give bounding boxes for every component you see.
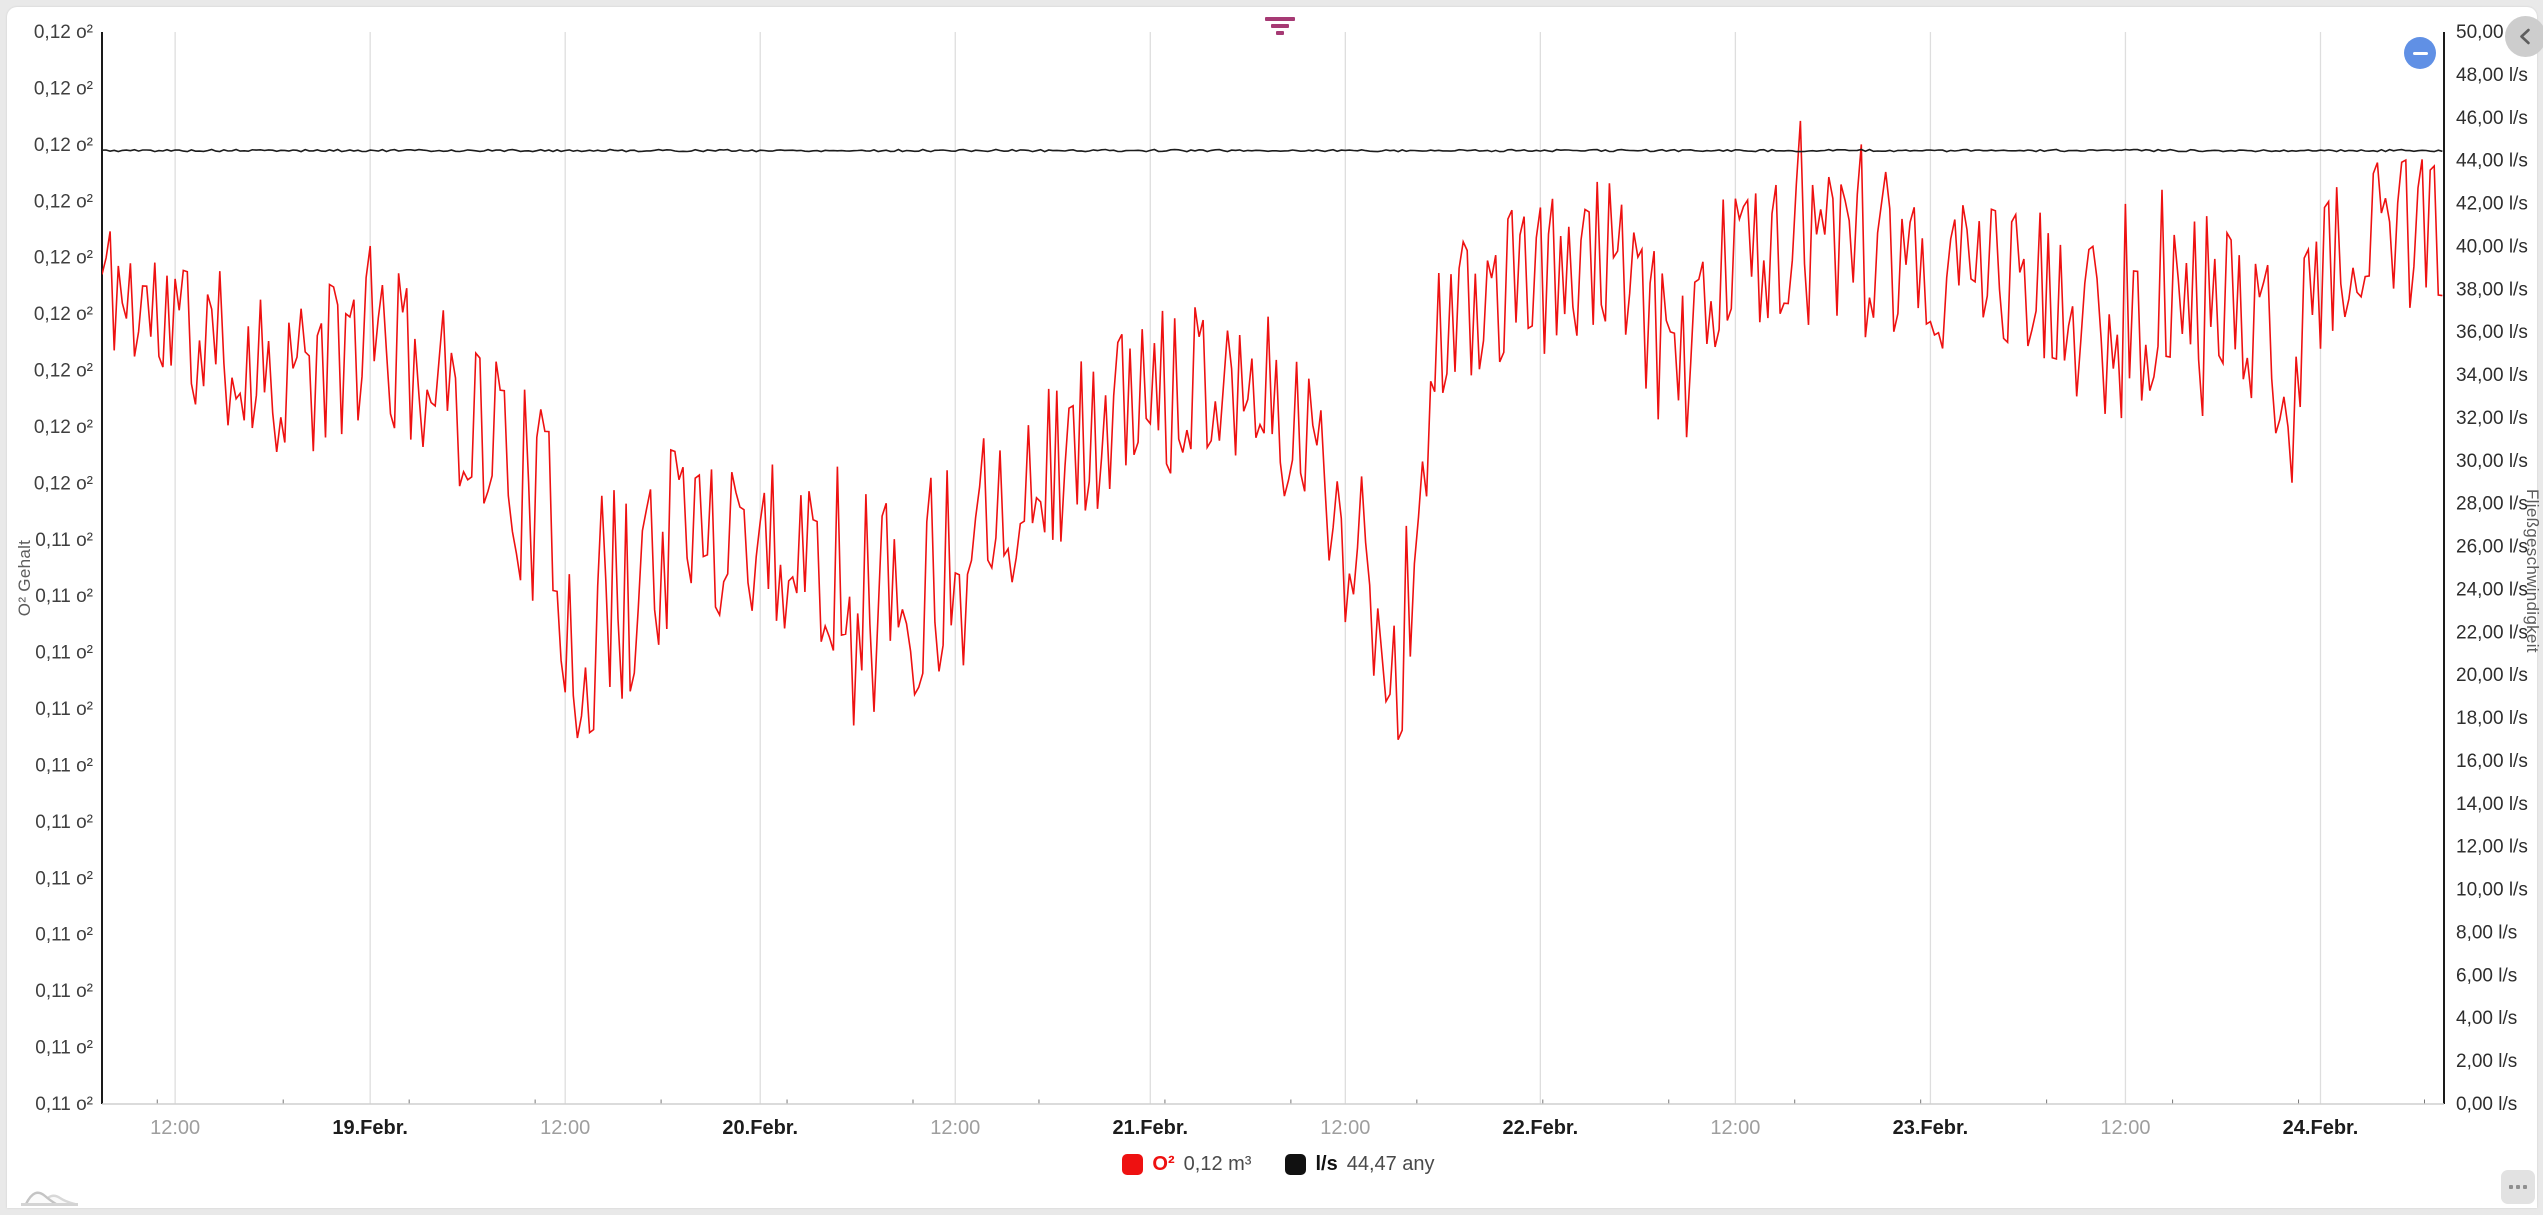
right-axis-tick-label: 4,00 l/s [2456, 1008, 2517, 1029]
left-axis-tick-label: 0,11 o² [35, 586, 93, 607]
left-axis-tick-label: 0,11 o² [35, 868, 93, 889]
x-axis-day-label: 20.Febr. [722, 1117, 798, 1139]
x-axis-day-label: 19.Febr. [332, 1117, 408, 1139]
left-axis-tick-label: 0,11 o² [35, 530, 93, 551]
right-axis-tick-label: 34,00 l/s [2456, 365, 2528, 386]
left-axis-tick-label: 0,11 o² [35, 755, 93, 776]
zoom-out-button[interactable] [2404, 37, 2436, 69]
left-axis-tick-label: 0,12 o² [34, 417, 93, 438]
right-axis-tick-label: 0,00 l/s [2456, 1094, 2517, 1115]
area-preview-icon [21, 1191, 78, 1206]
x-axis-time-label: 12:00 [2100, 1117, 2150, 1139]
right-axis-tick-label: 28,00 l/s [2456, 494, 2528, 515]
right-axis-tick-label: 22,00 l/s [2456, 622, 2528, 643]
left-axis-tick-label: 0,11 o² [35, 925, 93, 946]
right-axis-title: Fließgeschwindigkeit [2523, 489, 2542, 653]
x-axis-day-label: 23.Febr. [1893, 1117, 1969, 1139]
legend-item-o2[interactable]: O² 0,12 m³ [1122, 1153, 1251, 1176]
x-axis-day-label: 22.Febr. [1503, 1117, 1579, 1139]
x-axis-time-label: 12:00 [540, 1117, 590, 1139]
right-axis-tick-label: 44,00 l/s [2456, 151, 2528, 172]
left-axis-tick-label: 0,11 o² [35, 1094, 93, 1115]
right-axis-tick-label: 16,00 l/s [2456, 751, 2528, 772]
plot-area[interactable] [102, 32, 2444, 1104]
left-axis-tick-label: 0,12 o² [34, 304, 93, 325]
dot-icon [2516, 1185, 2520, 1189]
more-options-button[interactable] [2501, 1170, 2535, 1204]
right-axis-tick-label: 30,00 l/s [2456, 451, 2528, 472]
right-axis-tick-label: 48,00 l/s [2456, 65, 2528, 86]
dot-icon [2509, 1185, 2513, 1189]
right-axis-tick-label: 42,00 l/s [2456, 194, 2528, 215]
right-axis-tick-label: 12,00 l/s [2456, 837, 2528, 858]
left-axis-tick-label: 0,11 o² [35, 699, 93, 720]
right-axis-tick-label: 10,00 l/s [2456, 880, 2528, 901]
right-axis-tick-label: 20,00 l/s [2456, 665, 2528, 686]
chevron-left-icon [2520, 28, 2530, 45]
right-axis-tick-label: 14,00 l/s [2456, 794, 2528, 815]
right-axis-tick-label: 40,00 l/s [2456, 236, 2528, 257]
legend-item-ls[interactable]: l/s 44,47 any [1285, 1153, 1435, 1176]
chart-card: 0,12 o² 0,12 o² 0,12 o² 0,12 o² 0,12 o² 0,12 … [7, 7, 2543, 1209]
filter-icon[interactable] [1265, 17, 1295, 35]
series-o2-line [102, 120, 2443, 741]
chart-legend: O² 0,12 m³ l/s 44,47 any [7, 1153, 2543, 1176]
right-axis-tick-label: 46,00 l/s [2456, 108, 2528, 129]
legend-swatch-ls [1285, 1154, 1307, 1175]
left-axis-tick-label: 0,12 o² [34, 135, 93, 156]
right-axis-tick-label: 26,00 l/s [2456, 537, 2528, 558]
left-axis-tick-label: 0,11 o² [35, 643, 93, 664]
left-axis-tick-label: 0,11 o² [35, 812, 93, 833]
right-axis-tick-label: 6,00 l/s [2456, 965, 2517, 986]
collapse-panel-button[interactable] [2505, 16, 2543, 57]
left-axis-tick-label: 0,12 o² [34, 22, 93, 43]
x-axis-day-label: 24.Febr. [2283, 1117, 2359, 1139]
legend-value-ls: 44,47 any [1346, 1153, 1435, 1175]
right-axis-tick-label: 38,00 l/s [2456, 279, 2528, 300]
legend-value-o2: 0,12 m³ [1183, 1153, 1252, 1175]
x-axis-time-label: 12:00 [930, 1117, 980, 1139]
x-axis-time-label: 12:00 [1320, 1117, 1370, 1139]
dot-icon [2523, 1185, 2527, 1189]
minus-icon [2412, 51, 2428, 55]
legend-swatch-o2 [1122, 1154, 1144, 1175]
series-ls-line [102, 148, 2443, 153]
left-axis-tick-label: 0,12 o² [34, 78, 93, 99]
x-axis-time-label: 12:00 [150, 1117, 200, 1139]
left-axis-tick-label: 0,12 o² [34, 191, 93, 212]
left-axis-title: O² Gehalt [15, 539, 34, 617]
right-axis-tick-label: 2,00 l/s [2456, 1051, 2517, 1072]
right-axis-tick-label: 8,00 l/s [2456, 922, 2517, 943]
left-axis-tick-label: 0,12 o² [34, 361, 93, 382]
chart-svg: 0,12 o² 0,12 o² 0,12 o² 0,12 o² 0,12 o² 0,12 … [34, 22, 2528, 1139]
legend-name-ls: l/s [1315, 1153, 1338, 1175]
right-axis-tick-label: 32,00 l/s [2456, 408, 2528, 429]
left-axis-tick-label: 0,12 o² [34, 248, 93, 269]
right-axis-tick-label: 18,00 l/s [2456, 708, 2528, 729]
left-axis-tick-label: 0,11 o² [35, 1038, 93, 1059]
right-axis-tick-label: 36,00 l/s [2456, 322, 2528, 343]
navigator-toggle-button[interactable] [19, 1183, 81, 1209]
right-axis-tick-label: 24,00 l/s [2456, 579, 2528, 600]
left-axis-tick-label: 0,11 o² [35, 981, 93, 1002]
x-axis-time-label: 12:00 [1710, 1117, 1760, 1139]
legend-name-o2: O² [1152, 1153, 1175, 1175]
x-axis-day-label: 21.Febr. [1112, 1117, 1188, 1139]
left-axis-tick-label: 0,12 o² [34, 473, 93, 494]
